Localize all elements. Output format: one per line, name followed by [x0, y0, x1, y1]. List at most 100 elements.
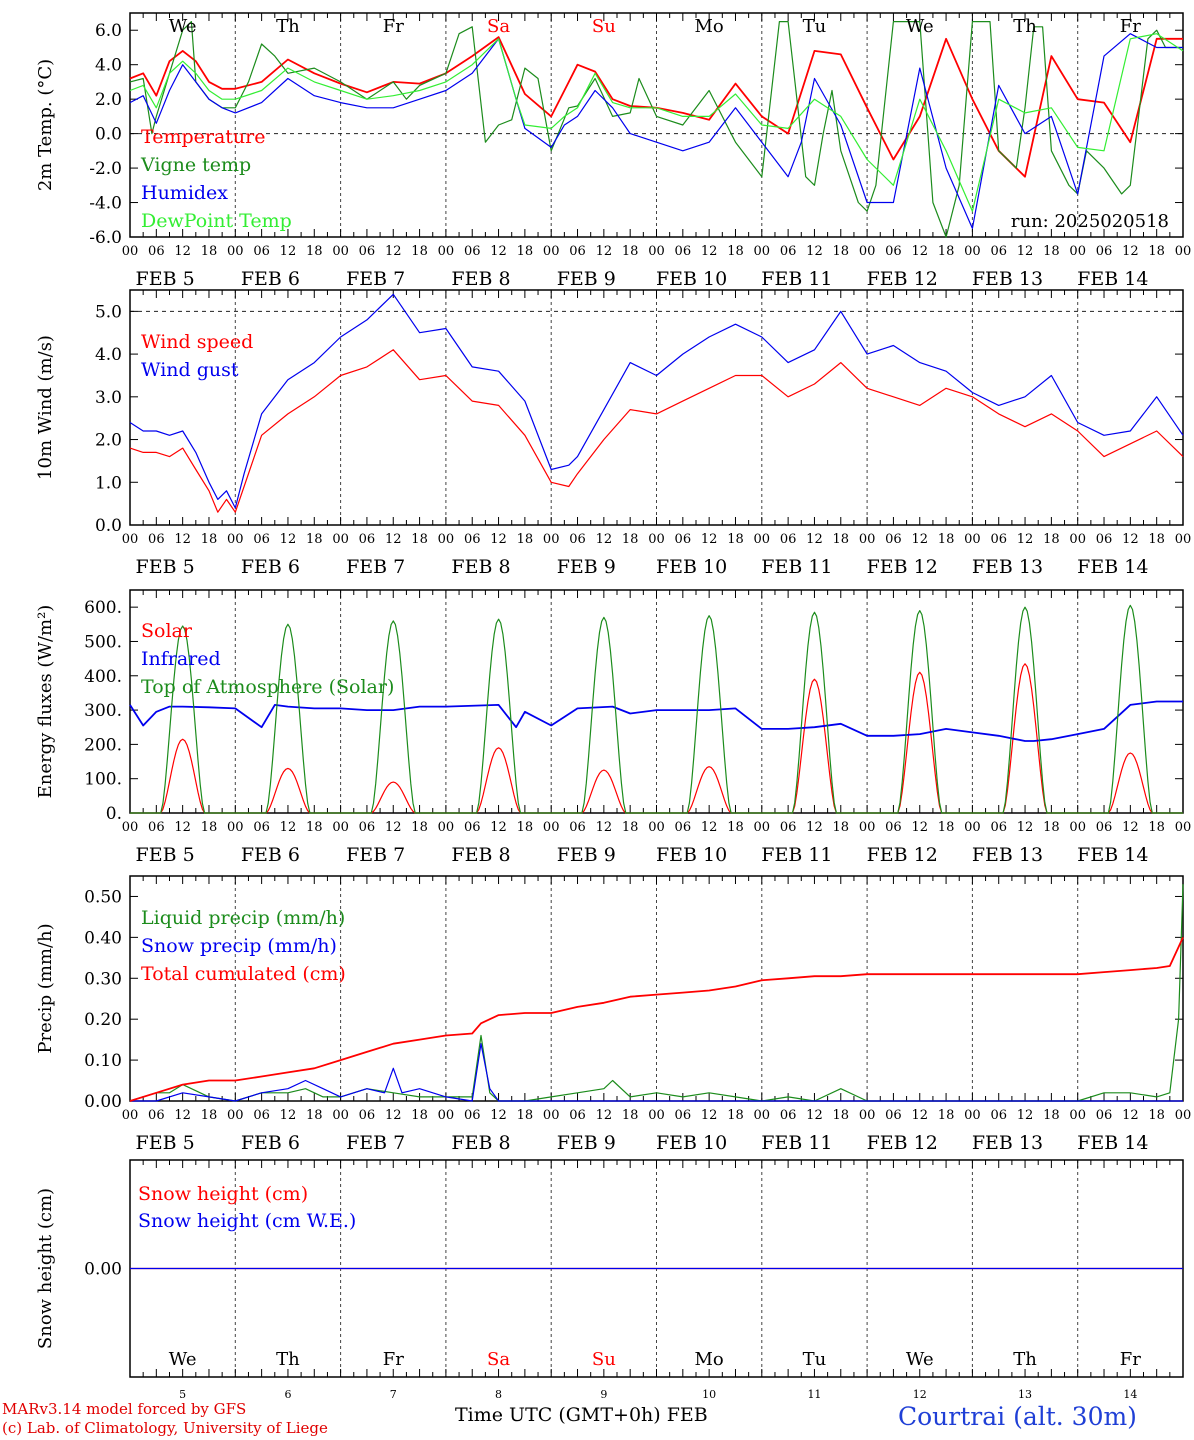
x-tick-label: 00	[1069, 244, 1086, 259]
x-tick-label: 12	[174, 820, 191, 835]
y-tick-label: 2.0	[95, 431, 122, 451]
x-tick-label: 06	[885, 532, 902, 547]
y-tick-label: 0.50	[84, 887, 122, 907]
x-tick-label: 00	[754, 244, 771, 259]
x-tick-label: 00	[859, 244, 876, 259]
x-tick-label: 00	[648, 1108, 665, 1123]
day-number-label: 10	[702, 1388, 716, 1400]
x-tick-label: 12	[280, 1108, 297, 1123]
x-tick-label: 12	[1122, 532, 1139, 547]
x-tick-label: 00	[964, 820, 981, 835]
x-tick-label: 00	[754, 820, 771, 835]
y-tick-label: 1.0	[95, 473, 122, 493]
x-tick-label: 18	[622, 532, 639, 547]
x-tick-label: 18	[622, 820, 639, 835]
x-tick-label: 18	[833, 244, 850, 259]
date-label: FEB 13	[972, 556, 1043, 578]
weekday-label-bottom: Fr	[1120, 1349, 1141, 1370]
x-tick-label: 12	[911, 532, 928, 547]
y-axis-label: 10m Wind (m/s)	[35, 335, 56, 480]
x-tick-label: 00	[122, 244, 139, 259]
x-tick-label: 12	[385, 820, 402, 835]
x-tick-label: 12	[701, 244, 718, 259]
x-tick-label: 12	[911, 820, 928, 835]
x-tick-label: 12	[490, 532, 507, 547]
x-tick-label: 00	[332, 532, 349, 547]
weekday-label: Tu	[803, 16, 827, 37]
day-number-label: 11	[807, 1388, 821, 1400]
x-tick-label: 00	[1069, 820, 1086, 835]
legend-entry: Humidex	[141, 182, 228, 204]
date-label: FEB 7	[346, 844, 405, 866]
x-tick-label: 12	[385, 1108, 402, 1123]
y-tick-label: 3.0	[95, 388, 122, 408]
panel-3	[129, 589, 1184, 814]
date-label: FEB 14	[1077, 844, 1148, 866]
y-tick-label: 0.30	[84, 969, 122, 989]
x-tick-label: 00	[964, 244, 981, 259]
day-number-label: 13	[1018, 1388, 1032, 1400]
x-tick-label: 18	[517, 1108, 534, 1123]
x-tick-label: 18	[411, 1108, 428, 1123]
date-label: FEB 11	[761, 1132, 832, 1154]
weekday-label-bottom: Mo	[695, 1349, 724, 1370]
x-tick-label: 00	[648, 244, 665, 259]
date-label: FEB 11	[761, 556, 832, 578]
weekday-label: Fr	[383, 16, 404, 37]
panel-1	[129, 12, 1184, 238]
x-tick-label: 18	[622, 244, 639, 259]
series-line	[129, 349, 1184, 513]
y-tick-label: 5.0	[95, 302, 122, 322]
series-line	[130, 1043, 1183, 1102]
x-tick-label: 18	[1043, 820, 1060, 835]
x-tick-label: 00	[859, 1108, 876, 1123]
x-tick-label: 12	[385, 244, 402, 259]
weekday-label: Sa	[487, 16, 510, 37]
x-tick-label: 06	[885, 820, 902, 835]
y-tick-label: 0.0	[95, 516, 122, 536]
x-tick-label: 18	[727, 244, 744, 259]
date-label: FEB 6	[241, 556, 300, 578]
x-tick-label: 18	[201, 244, 218, 259]
credit-line-1: MARv3.14 model forced by GFS	[2, 1400, 247, 1418]
x-tick-label: 00	[227, 820, 244, 835]
x-tick-label: 00	[1069, 532, 1086, 547]
legend-entry: Snow precip (mm/h)	[141, 935, 337, 957]
date-label: FEB 8	[451, 844, 510, 866]
legend-entry: Liquid precip (mm/h)	[141, 907, 345, 929]
y-axis-label: Precip (mm/h)	[35, 923, 56, 1053]
x-tick-label: 00	[859, 820, 876, 835]
date-label: FEB 7	[346, 556, 405, 578]
y-tick-label: 500.	[84, 632, 122, 652]
x-tick-label: 06	[780, 820, 797, 835]
weekday-label: We	[906, 16, 934, 37]
y-axis-label: Energy fluxes (W/m²)	[35, 605, 56, 799]
x-tick-label: 00	[648, 532, 665, 547]
x-tick-label: 06	[464, 1108, 481, 1123]
series-line	[129, 293, 1184, 509]
station-name: Courtrai (alt. 30m)	[898, 1402, 1137, 1431]
x-tick-label: 06	[569, 820, 586, 835]
series-line	[129, 33, 1183, 229]
y-tick-label: 0.	[106, 804, 122, 824]
y-tick-label: 100.	[84, 770, 122, 790]
day-number-label: 6	[284, 1388, 291, 1400]
x-tick-label: 00	[543, 244, 560, 259]
x-tick-label: 12	[385, 532, 402, 547]
x-tick-label: 18	[938, 820, 955, 835]
date-label: FEB 14	[1077, 556, 1148, 578]
weekday-label: Mo	[695, 16, 724, 37]
x-tick-label: 00	[964, 532, 981, 547]
legend-entry: Top of Atmosphere (Solar)	[141, 676, 394, 698]
x-tick-label: 06	[569, 244, 586, 259]
weekday-label-bottom: Th	[276, 1349, 300, 1370]
time-axis-month: FEB	[666, 1404, 708, 1426]
y-tick-label: 300.	[84, 701, 122, 721]
x-tick-label: 06	[780, 1108, 797, 1123]
legend-entry: Solar	[141, 620, 193, 642]
x-tick-label: 12	[1122, 1108, 1139, 1123]
x-tick-label: 06	[990, 244, 1007, 259]
x-tick-label: 00	[438, 532, 455, 547]
day-number-label: 9	[600, 1388, 607, 1400]
x-tick-label: 00	[227, 532, 244, 547]
